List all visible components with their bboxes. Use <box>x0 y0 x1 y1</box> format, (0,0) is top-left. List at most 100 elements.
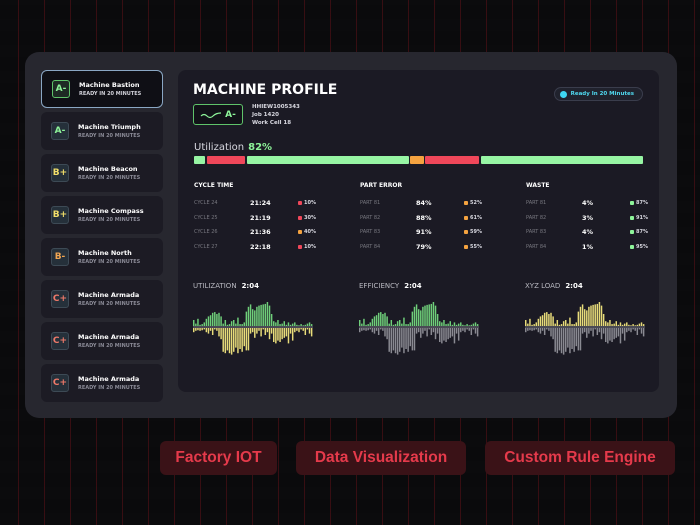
bar-down <box>619 328 622 344</box>
bar-up <box>382 314 384 326</box>
feature-tag: Data Visualization <box>296 441 466 475</box>
stat-row: CYCLE 26 21:36 40% <box>194 225 344 240</box>
machine-card-text: Machine Compass READY IN 20 MINUTES <box>78 207 144 223</box>
bar-down <box>264 328 267 335</box>
machine-status: READY IN 20 MINUTES <box>79 91 142 97</box>
page-title: MACHINE PROFILE <box>193 82 338 98</box>
stat-value: 4% <box>582 199 594 208</box>
bar-down <box>365 328 367 331</box>
bar-up <box>432 302 435 326</box>
sparkline-chart: UTILIZATION 2:04 <box>193 282 315 360</box>
sparkline-chart: XYZ LOAD 2:04 <box>525 282 647 360</box>
machine-card[interactable]: B+ Machine Compass READY IN 20 MINUTES <box>41 196 163 234</box>
stat-percent: 59% <box>470 229 482 236</box>
bar-down <box>304 328 307 335</box>
bar-down <box>216 328 218 331</box>
machine-name: Machine Bastion <box>79 81 140 89</box>
bar-up <box>525 320 527 326</box>
stat-title: PART ERROR <box>360 182 403 189</box>
bar-down <box>369 328 371 330</box>
bar-up <box>365 324 367 326</box>
bar-down <box>462 328 464 331</box>
machine-card[interactable]: C+ Machine Armada READY IN 20 MINUTES <box>41 280 163 318</box>
status-square-icon <box>298 244 302 249</box>
machine-card[interactable]: B+ Machine Beacon READY IN 20 MINUTES <box>41 154 163 192</box>
bar-up <box>642 324 645 326</box>
bar-down <box>552 328 554 340</box>
machine-status: READY IN 20 MINUTES <box>78 175 141 181</box>
bar-up <box>445 324 447 326</box>
bar-down <box>411 328 414 351</box>
bar-up <box>209 315 212 326</box>
stat-value: 22:18 <box>250 242 271 251</box>
bar-up <box>409 322 411 326</box>
bar-down <box>615 328 617 338</box>
bar-up <box>468 325 470 326</box>
bar-up <box>258 305 260 326</box>
bar-up <box>224 320 227 326</box>
utilization-segment <box>410 156 424 164</box>
machine-card[interactable]: C+ Machine Armada READY IN 20 MINUTES <box>41 364 163 402</box>
bar-up <box>434 305 437 326</box>
bar-down <box>405 328 407 349</box>
bar-up <box>628 324 630 326</box>
stat-percent: 10% <box>304 200 316 207</box>
bar-up <box>453 322 456 326</box>
bar-up <box>254 310 256 326</box>
bar-up <box>197 318 199 326</box>
bar-down <box>285 328 288 337</box>
status-square-icon <box>630 215 634 220</box>
bar-down <box>594 328 596 330</box>
stat-label: CYCLE 27 <box>194 243 218 250</box>
bar-down <box>384 328 386 337</box>
stat-change: 55% <box>464 244 482 250</box>
bar-up <box>577 311 580 326</box>
bar-down <box>592 328 594 337</box>
bar-down <box>617 328 620 337</box>
bar-up <box>388 323 390 326</box>
stat-row: CYCLE 25 21:19 30% <box>194 211 344 226</box>
machine-card[interactable]: A- Machine Triumph READY IN 20 MINUTES <box>41 112 163 150</box>
machine-card[interactable]: C+ Machine Armada READY IN 20 MINUTES <box>41 322 163 360</box>
stat-value: 84% <box>416 199 432 208</box>
bar-down <box>543 328 546 335</box>
bar-down <box>548 328 550 331</box>
bar-down <box>289 328 292 334</box>
trend-icon <box>200 111 222 118</box>
bar-down <box>394 328 397 354</box>
machine-profile-panel: MACHINE PROFILE A- HHIEW1005343 Job 1420… <box>178 70 659 392</box>
bar-down <box>266 328 269 333</box>
status-dot-icon <box>559 90 567 98</box>
bar-down <box>359 328 361 333</box>
stat-label: PART 81 <box>526 200 547 207</box>
machine-card[interactable]: A- Machine Bastion READY IN 20 MINUTES <box>41 70 163 108</box>
stat-block: WASTE PART 81 4% 87% PART 82 3% 91% PART 83 4% 87… <box>526 182 676 254</box>
bar-up <box>560 324 563 326</box>
bar-down <box>233 328 235 352</box>
bar-down <box>590 328 592 331</box>
bar-down <box>291 328 294 341</box>
ready-status-pill[interactable]: Ready In 20 Minutes <box>553 87 643 101</box>
bar-up <box>367 324 369 326</box>
bar-up <box>605 321 607 326</box>
stat-row: PART 82 88% 61% <box>360 211 510 226</box>
bar-up <box>281 323 283 326</box>
bar-up <box>537 318 540 326</box>
bar-up <box>567 323 569 326</box>
bar-down <box>275 328 277 344</box>
stat-row: CYCLE 27 22:18 10% <box>194 240 344 255</box>
stat-percent: 87% <box>636 200 648 207</box>
machine-card[interactable]: B- Machine North READY IN 20 MINUTES <box>41 238 163 276</box>
bar-down <box>577 328 580 351</box>
bar-up <box>573 324 575 326</box>
bar-up <box>384 312 386 326</box>
bar-up <box>596 303 599 326</box>
bar-up <box>283 321 285 326</box>
bar-up <box>470 324 473 326</box>
machine-meta: HHIEW1005343 Job 1420 Work Cell 18 <box>252 103 300 127</box>
bar-down <box>476 328 479 337</box>
grade-badge: C+ <box>51 374 69 392</box>
bar-up <box>308 322 311 326</box>
bar-down <box>537 328 540 333</box>
bar-down <box>428 328 430 330</box>
